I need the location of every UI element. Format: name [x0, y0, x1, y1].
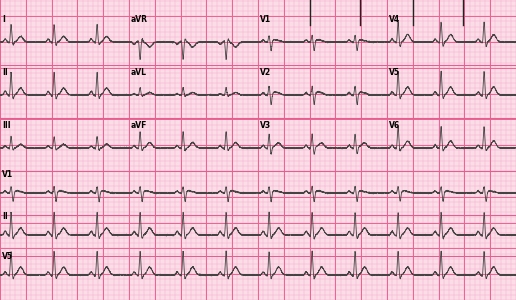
Text: V5: V5: [389, 68, 400, 77]
Text: I: I: [2, 15, 5, 24]
Text: V3: V3: [260, 121, 271, 130]
Text: aVF: aVF: [131, 121, 148, 130]
Text: II: II: [2, 68, 8, 77]
Text: V6: V6: [389, 121, 400, 130]
Text: aVL: aVL: [131, 68, 147, 77]
Text: V1: V1: [2, 170, 13, 179]
Text: aVR: aVR: [131, 15, 148, 24]
Text: III: III: [2, 121, 11, 130]
Text: V4: V4: [389, 15, 400, 24]
Text: V1: V1: [260, 15, 271, 24]
Text: V5: V5: [2, 252, 13, 261]
Text: II: II: [2, 212, 8, 221]
Text: V2: V2: [260, 68, 271, 77]
